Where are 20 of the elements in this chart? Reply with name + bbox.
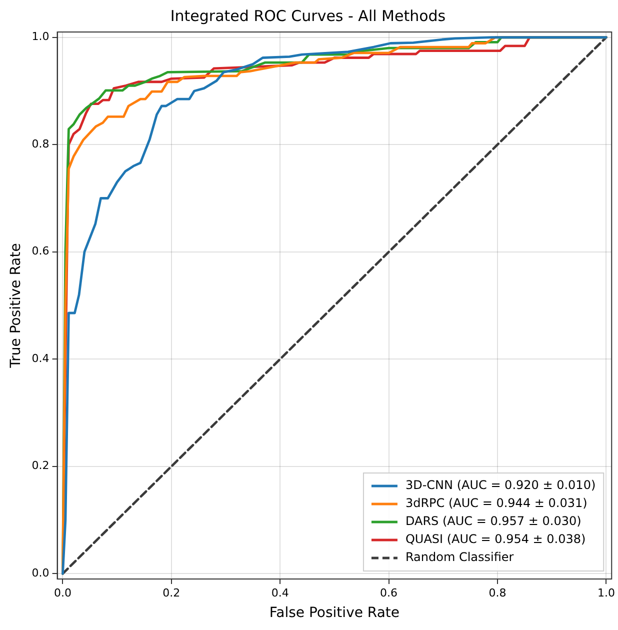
x-tick-label: 0.4 [271, 586, 289, 600]
y-tick-label: 0.2 [32, 459, 50, 472]
legend-label: 3D-CNN (AUC = 0.920 ± 0.010) [405, 478, 596, 492]
legend-label: DARS (AUC = 0.957 ± 0.030) [405, 514, 582, 528]
x-axis-title: False Positive Rate [269, 605, 400, 622]
y-axis-title: True Positive Rate [8, 243, 24, 369]
x-tick-label: 0.8 [488, 586, 506, 600]
x-tick-label: 0.0 [54, 586, 72, 600]
y-tick-label: 1.0 [32, 30, 50, 44]
x-tick-label: 0.6 [380, 586, 398, 600]
legend-label: QUASI (AUC = 0.954 ± 0.038) [405, 532, 586, 546]
y-tick-label: 0.8 [32, 137, 50, 150]
x-tick-label: 0.2 [162, 586, 180, 600]
legend-label: 3dRPC (AUC = 0.944 ± 0.031) [405, 496, 588, 510]
chart-title: Integrated ROC Curves - All Methods [170, 6, 446, 25]
y-tick-label: 0.6 [32, 244, 50, 258]
y-tick-label: 0.0 [32, 566, 50, 580]
legend-label: Random Classifier [405, 550, 514, 564]
x-tick-label: 1.0 [597, 586, 615, 600]
y-tick-label: 0.4 [32, 352, 50, 365]
